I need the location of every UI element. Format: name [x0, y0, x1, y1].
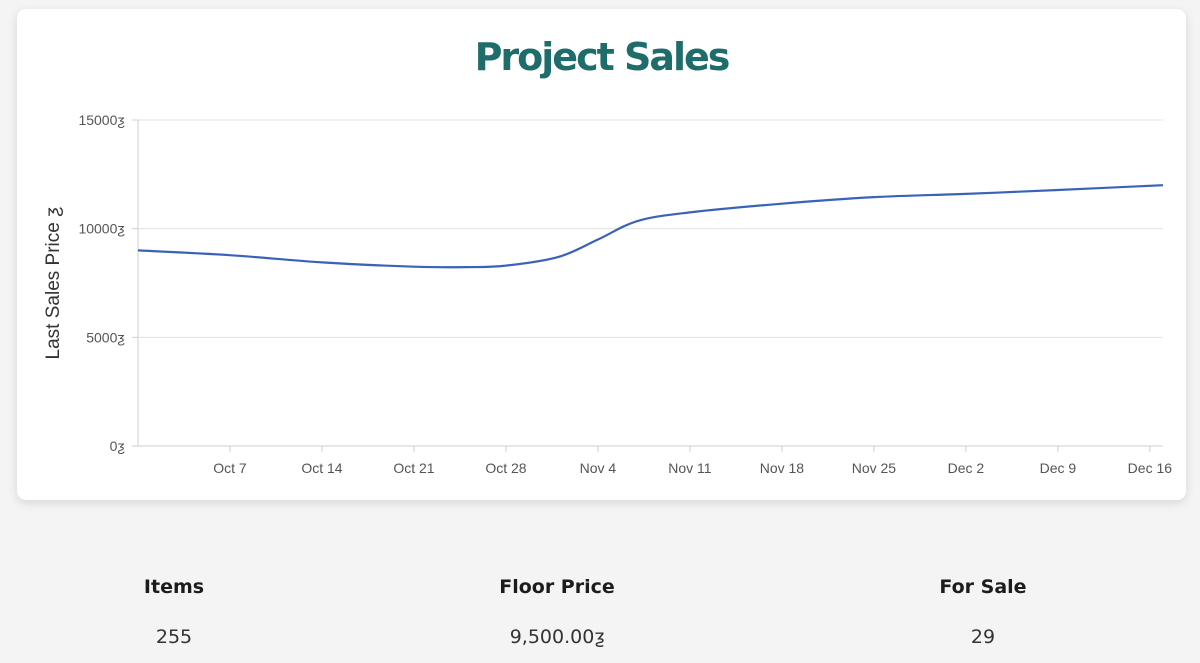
x-tick-label: Nov 25 — [852, 460, 897, 476]
x-tick-label: Oct 21 — [393, 460, 434, 476]
y-tick-label: 5000ƺ — [86, 329, 125, 345]
stat-items-value: 255 — [155, 626, 193, 648]
y-axis-title: Last Sales Price ƺ — [43, 207, 64, 360]
stat-for-sale-label: For Sale — [939, 576, 1027, 598]
y-tick-label: 0ƺ — [110, 438, 126, 454]
x-tick-label: Dec 9 — [1040, 460, 1077, 476]
chart-title: Project Sales — [474, 35, 731, 79]
x-tick-label: Nov 18 — [760, 460, 805, 476]
stat-floor-price-value: 9,500.00ƺ — [509, 626, 605, 648]
x-tick-label: Nov 11 — [668, 460, 712, 476]
stat-items-label: Items — [143, 576, 205, 598]
stat-for-sale-value: 29 — [970, 626, 996, 648]
line-chart: 0ƺ 5000ƺ 10000ƺ 15000ƺ Oct 7 Oct 14 Oct 21 Oct … — [43, 112, 1173, 476]
chart-card: Project Sales 0ƺ 5000ƺ 10000ƺ 15000ƺ Oct 7 Oc… — [17, 9, 1186, 500]
series-line — [137, 184, 1164, 269]
x-tick-label: Oct 28 — [485, 460, 526, 476]
x-tick-label: Nov 4 — [580, 460, 617, 476]
x-tick-label: Oct 7 — [213, 460, 247, 476]
x-tick-label: Dec 16 — [1128, 460, 1173, 476]
y-tick-label: 15000ƺ — [78, 112, 125, 128]
y-tick-label: 10000ƺ — [78, 221, 125, 237]
x-tick-label: Oct 14 — [301, 460, 342, 476]
stat-floor-price-label: Floor Price — [499, 576, 615, 598]
x-tick-label: Dec 2 — [948, 460, 985, 476]
